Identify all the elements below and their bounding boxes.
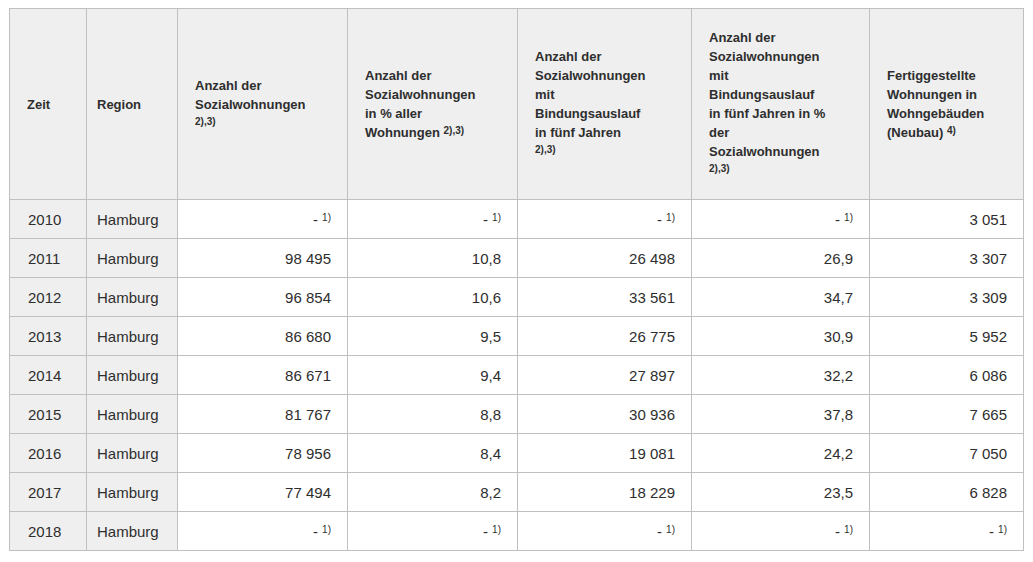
column-header-fertiggestellte-wohnungen: Fertiggestellte Wohnungen in Wohngebäude… xyxy=(870,9,1024,200)
cell-zeit: 2014 xyxy=(10,356,87,395)
cell-zeit: 2015 xyxy=(10,395,87,434)
footnote-marker: 1) xyxy=(322,524,331,535)
cell-value: - 1) xyxy=(870,512,1024,551)
cell-value: 24,2 xyxy=(692,434,870,473)
table-container: ZeitRegionAnzahl der Sozialwohnungen 2),… xyxy=(9,8,1024,551)
cell-value: - 1) xyxy=(518,200,692,239)
cell-value: - 1) xyxy=(348,512,518,551)
cell-zeit: 2012 xyxy=(10,278,87,317)
cell-value: 6 828 xyxy=(870,473,1024,512)
cell-zeit: 2016 xyxy=(10,434,87,473)
cell-value: 33 561 xyxy=(518,278,692,317)
cell-value: - 1) xyxy=(348,200,518,239)
column-header-anzahl-sozialwohnungen-prozent: Anzahl der Sozialwohnungen in % aller Wo… xyxy=(348,9,518,200)
cell-zeit: 2017 xyxy=(10,473,87,512)
footnote-marker: 2),3) xyxy=(535,144,556,155)
footnote-marker: 1) xyxy=(492,212,501,223)
cell-value: 32,2 xyxy=(692,356,870,395)
column-header-zeit: Zeit xyxy=(10,9,87,200)
statistics-table: ZeitRegionAnzahl der Sozialwohnungen 2),… xyxy=(9,8,1024,551)
cell-value: 26 498 xyxy=(518,239,692,278)
cell-value: - 1) xyxy=(178,200,348,239)
cell-value: 8,4 xyxy=(348,434,518,473)
table-header: ZeitRegionAnzahl der Sozialwohnungen 2),… xyxy=(10,9,1024,200)
cell-value: 9,4 xyxy=(348,356,518,395)
cell-value: - 1) xyxy=(692,200,870,239)
cell-region: Hamburg xyxy=(87,512,178,551)
cell-value: 5 952 xyxy=(870,317,1024,356)
header-row: ZeitRegionAnzahl der Sozialwohnungen 2),… xyxy=(10,9,1024,200)
footnote-marker: 1) xyxy=(666,524,675,535)
cell-value: 18 229 xyxy=(518,473,692,512)
cell-value: - 1) xyxy=(178,512,348,551)
table-row: 2013Hamburg86 6809,526 77530,95 952 xyxy=(10,317,1024,356)
cell-value: 26 775 xyxy=(518,317,692,356)
cell-value: - 1) xyxy=(692,512,870,551)
cell-zeit: 2011 xyxy=(10,239,87,278)
cell-value: 7 665 xyxy=(870,395,1024,434)
cell-region: Hamburg xyxy=(87,434,178,473)
cell-value: 3 307 xyxy=(870,239,1024,278)
table-row: 2017Hamburg77 4948,218 22923,56 828 xyxy=(10,473,1024,512)
cell-value: 34,7 xyxy=(692,278,870,317)
cell-region: Hamburg xyxy=(87,278,178,317)
cell-zeit: 2018 xyxy=(10,512,87,551)
cell-value: 8,8 xyxy=(348,395,518,434)
cell-value: 19 081 xyxy=(518,434,692,473)
cell-value: 96 854 xyxy=(178,278,348,317)
cell-zeit: 2013 xyxy=(10,317,87,356)
cell-value: 81 767 xyxy=(178,395,348,434)
table-row: 2014Hamburg86 6719,427 89732,26 086 xyxy=(10,356,1024,395)
table-row: 2016Hamburg78 9568,419 08124,27 050 xyxy=(10,434,1024,473)
cell-value: 23,5 xyxy=(692,473,870,512)
footnote-marker: 1) xyxy=(844,212,853,223)
footnote-marker: 1) xyxy=(666,212,675,223)
cell-value: 98 495 xyxy=(178,239,348,278)
cell-value: 30,9 xyxy=(692,317,870,356)
cell-value: 86 680 xyxy=(178,317,348,356)
table-body: 2010Hamburg- 1)- 1)- 1)- 1)3 0512011Hamb… xyxy=(10,200,1024,551)
table-row: 2012Hamburg96 85410,633 56134,73 309 xyxy=(10,278,1024,317)
cell-value: 10,6 xyxy=(348,278,518,317)
footnote-marker: 1) xyxy=(844,524,853,535)
column-header-anzahl-sozialwohnungen: Anzahl der Sozialwohnungen 2),3) xyxy=(178,9,348,200)
cell-region: Hamburg xyxy=(87,239,178,278)
cell-value: 86 671 xyxy=(178,356,348,395)
footnote-marker: 1) xyxy=(322,212,331,223)
table-row: 2018Hamburg- 1)- 1)- 1)- 1)- 1) xyxy=(10,512,1024,551)
table-row: 2011Hamburg98 49510,826 49826,93 307 xyxy=(10,239,1024,278)
cell-value: 3 051 xyxy=(870,200,1024,239)
footnote-marker: 1) xyxy=(998,524,1007,535)
cell-value: 78 956 xyxy=(178,434,348,473)
cell-region: Hamburg xyxy=(87,356,178,395)
page: ZeitRegionAnzahl der Sozialwohnungen 2),… xyxy=(0,0,1033,562)
cell-value: 27 897 xyxy=(518,356,692,395)
cell-value: 37,8 xyxy=(692,395,870,434)
footnote-marker: 4) xyxy=(947,125,956,136)
cell-region: Hamburg xyxy=(87,200,178,239)
column-header-region: Region xyxy=(87,9,178,200)
cell-value: 10,8 xyxy=(348,239,518,278)
cell-value: 8,2 xyxy=(348,473,518,512)
cell-value: 3 309 xyxy=(870,278,1024,317)
cell-value: 26,9 xyxy=(692,239,870,278)
cell-zeit: 2010 xyxy=(10,200,87,239)
table-row: 2015Hamburg81 7678,830 93637,87 665 xyxy=(10,395,1024,434)
cell-region: Hamburg xyxy=(87,317,178,356)
cell-region: Hamburg xyxy=(87,473,178,512)
cell-value: 9,5 xyxy=(348,317,518,356)
cell-value: 30 936 xyxy=(518,395,692,434)
footnote-marker: 2),3) xyxy=(709,163,730,174)
cell-value: 7 050 xyxy=(870,434,1024,473)
cell-region: Hamburg xyxy=(87,395,178,434)
footnote-marker: 1) xyxy=(492,524,501,535)
cell-value: - 1) xyxy=(518,512,692,551)
footnote-marker: 2),3) xyxy=(195,116,216,127)
footnote-marker: 2),3) xyxy=(443,125,464,136)
column-header-bindungsauslauf: Anzahl der Sozialwohnungen mit Bindungsa… xyxy=(518,9,692,200)
table-row: 2010Hamburg- 1)- 1)- 1)- 1)3 051 xyxy=(10,200,1024,239)
cell-value: 6 086 xyxy=(870,356,1024,395)
cell-value: 77 494 xyxy=(178,473,348,512)
column-header-bindungsauslauf-prozent: Anzahl der Sozialwohnungen mit Bindungsa… xyxy=(692,9,870,200)
